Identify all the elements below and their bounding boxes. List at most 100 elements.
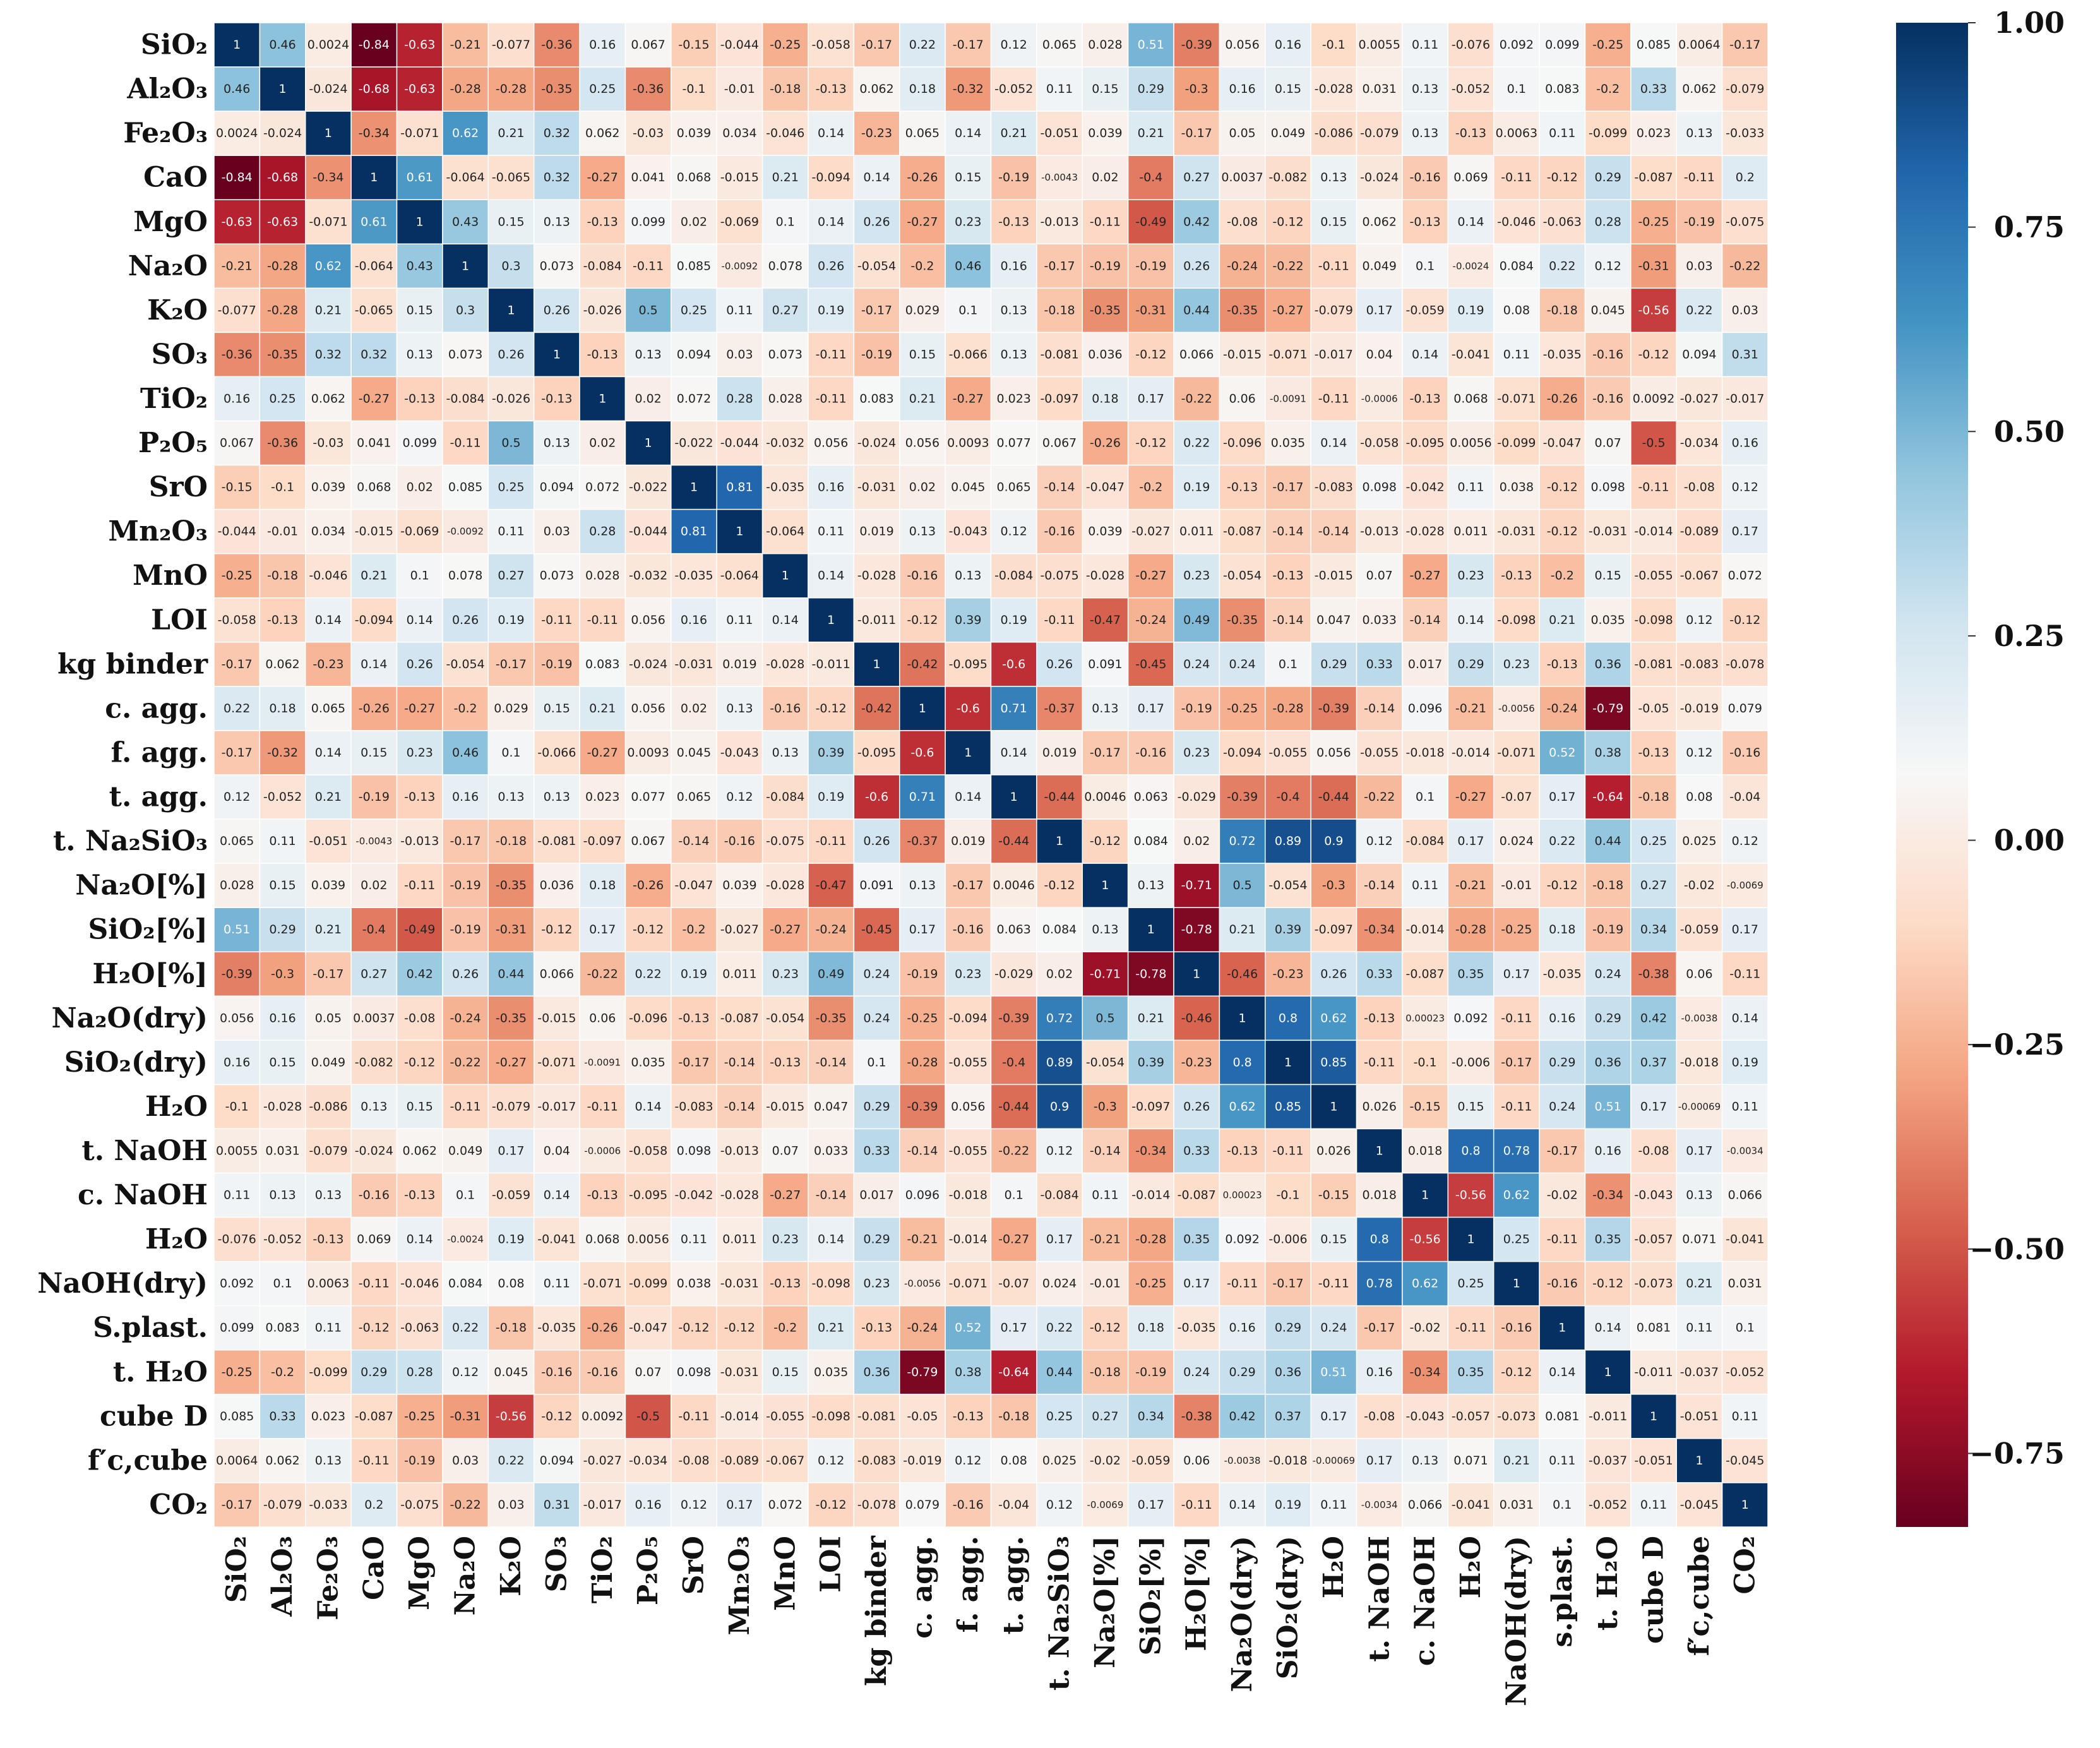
cell-value-label-r14-c10: -0.031 [674,657,713,671]
cell-value-label-r18-c25: 0.12 [1366,834,1393,848]
cell-value-label-r32-c7: 0.094 [540,1454,574,1468]
cell-value-label-r10-c11: 0.81 [726,481,753,494]
cell-value-label-r32-c32: 1 [1695,1454,1703,1468]
cell-value-label-r11-c15: 0.13 [909,525,936,539]
cell-value-label-r14-c15: -0.42 [907,657,938,671]
heatmap-cell-r25-c24 [1310,1128,1357,1174]
heatmap-cell-r19-c28 [1493,863,1540,908]
cell-value-label-r22-c30: 0.29 [1595,1011,1621,1025]
cell-value-label-r7-c17: 0.13 [1001,347,1027,361]
heatmap-cell-r20-c4 [396,907,443,952]
y-tick-label-14: kg binder [57,648,208,680]
cell-value-label-r10-c33: 0.12 [1732,481,1758,494]
heatmap-cell-r3-c15 [898,155,946,200]
heatmap-cell-r8-c26 [1402,376,1449,422]
heatmap-cell-r33-c29 [1539,1482,1586,1528]
heatmap-cell-r27-c13 [808,1216,855,1262]
heatmap-cell-r12-c23 [1265,553,1311,599]
heatmap-cell-r18-c4 [396,818,443,864]
cell-value-label-r12-c6: 0.27 [498,569,524,583]
cell-value-label-r10-c1: -0.1 [271,481,294,494]
y-tick-label-28: NaOH(dry) [37,1267,208,1300]
cell-value-label-r24-c29: 0.24 [1549,1099,1575,1113]
cell-value-label-r16-c18: 0.019 [1042,746,1077,760]
heatmap-cell-r27-c5 [442,1216,489,1262]
heatmap-cell-r15-c29 [1539,686,1586,731]
cell-value-label-r4-c8: -0.13 [587,215,618,229]
cell-value-label-r12-c1: -0.18 [267,569,298,583]
cell-value-label-r32-c14: -0.083 [857,1454,896,1468]
cell-value-label-r5-c12: 0.078 [768,259,802,273]
cell-value-label-r19-c32: -0.02 [1684,878,1715,892]
cell-value-label-r2-c17: 0.21 [1001,126,1027,140]
heatmap-cell-r32-c28 [1493,1438,1540,1483]
cell-value-label-r4-c11: -0.069 [720,215,759,229]
heatmap-cell-r30-c8 [579,1350,626,1395]
heatmap-cell-r26-c6 [487,1172,535,1218]
heatmap-cell-r24-c4 [396,1084,443,1130]
heatmap-cell-r3-c23 [1265,155,1311,200]
cell-value-label-r22-c2: 0.05 [315,1011,342,1025]
cell-value-label-r26-c13: -0.14 [816,1188,847,1202]
cell-value-label-r0-c6: -0.077 [492,38,530,52]
cell-value-label-r28-c1: 0.1 [273,1277,292,1291]
cell-value-label-r6-c22: -0.35 [1227,303,1258,317]
cell-value-label-r27-c16: -0.014 [949,1233,987,1247]
heatmap-cell-r20-c19 [1082,907,1129,952]
cell-value-label-r11-c25: -0.013 [1360,525,1399,539]
heatmap-cell-r14-c26 [1402,642,1449,687]
heatmap-cell-r13-c7 [533,597,580,643]
cell-value-label-r17-c21: -0.029 [1178,790,1216,804]
cell-value-label-r0-c2: 0.0024 [307,38,349,52]
heatmap-cell-r3-c31 [1630,155,1677,200]
cell-value-label-r30-c28: -0.12 [1501,1365,1532,1379]
cell-value-label-r3-c7: 0.32 [544,171,570,184]
heatmap-cell-r2-c20 [1127,111,1174,156]
cell-value-label-r22-c31: 0.42 [1640,1011,1667,1025]
heatmap-cell-r21-c31 [1630,951,1677,997]
cell-value-label-r26-c31: -0.043 [1634,1188,1673,1202]
cell-value-label-r17-c18: -0.44 [1044,790,1075,804]
cell-value-label-r19-c5: -0.19 [450,878,481,892]
heatmap-cell-r12-c6 [487,553,535,599]
cell-value-label-r32-c4: -0.19 [404,1454,435,1468]
heatmap-cell-r5-c10 [671,243,717,289]
cell-value-label-r14-c30: 0.36 [1595,657,1621,671]
cell-value-label-r20-c17: 0.063 [996,923,1030,937]
cell-value-label-r33-c26: 0.066 [1408,1498,1442,1512]
heatmap-cell-r30-c14 [853,1350,900,1395]
heatmap-cell-r31-c18 [1036,1394,1083,1439]
heatmap-cell-r10-c13 [808,464,855,510]
cell-value-label-r18-c27: 0.17 [1457,834,1484,848]
cell-value-label-r8-c7: -0.13 [541,392,572,406]
cell-value-label-r0-c31: 0.085 [1637,38,1671,52]
heatmap-cell-r1-c11 [716,66,763,112]
heatmap-cell-r33-c17 [990,1482,1037,1528]
heatmap-cell-r25-c28 [1493,1128,1540,1174]
cell-value-label-r18-c18: 1 [1056,834,1063,848]
cell-value-label-r30-c11: -0.031 [720,1365,759,1379]
y-tick-label-7: SO₃ [152,338,208,371]
cell-value-label-r16-c0: -0.17 [222,746,253,760]
cell-value-label-r14-c9: -0.024 [629,657,667,671]
heatmap-cell-r30-c23 [1265,1350,1311,1395]
heatmap-cell-r29-c27 [1447,1305,1494,1351]
y-tick-label-18: t. Na₂SiO₃ [53,825,208,858]
cell-value-label-r31-c32: -0.051 [1680,1410,1719,1423]
heatmap-cell-r26-c17 [990,1172,1037,1218]
heatmap-cell-r5-c25 [1356,243,1403,289]
cell-value-label-r21-c20: -0.78 [1135,967,1166,981]
heatmap-cell-r22-c11 [716,995,763,1041]
cell-value-label-r18-c16: 0.019 [951,834,985,848]
cell-value-label-r30-c18: 0.44 [1046,1365,1073,1379]
cell-value-label-r13-c21: 0.49 [1183,613,1210,627]
heatmap-cell-r8-c30 [1584,376,1632,422]
heatmap-cell-r8-c15 [898,376,946,422]
heatmap-cell-r20-c22 [1219,907,1266,952]
heatmap-cell-r15-c33 [1721,686,1769,731]
heatmap-cell-r26-c4 [396,1172,443,1218]
cell-value-label-r30-c17: -0.64 [998,1365,1029,1379]
cell-value-label-r25-c10: 0.098 [677,1144,711,1158]
heatmap-cell-r23-c20 [1127,1039,1174,1086]
y-tick-label-3: CaO [143,162,208,194]
